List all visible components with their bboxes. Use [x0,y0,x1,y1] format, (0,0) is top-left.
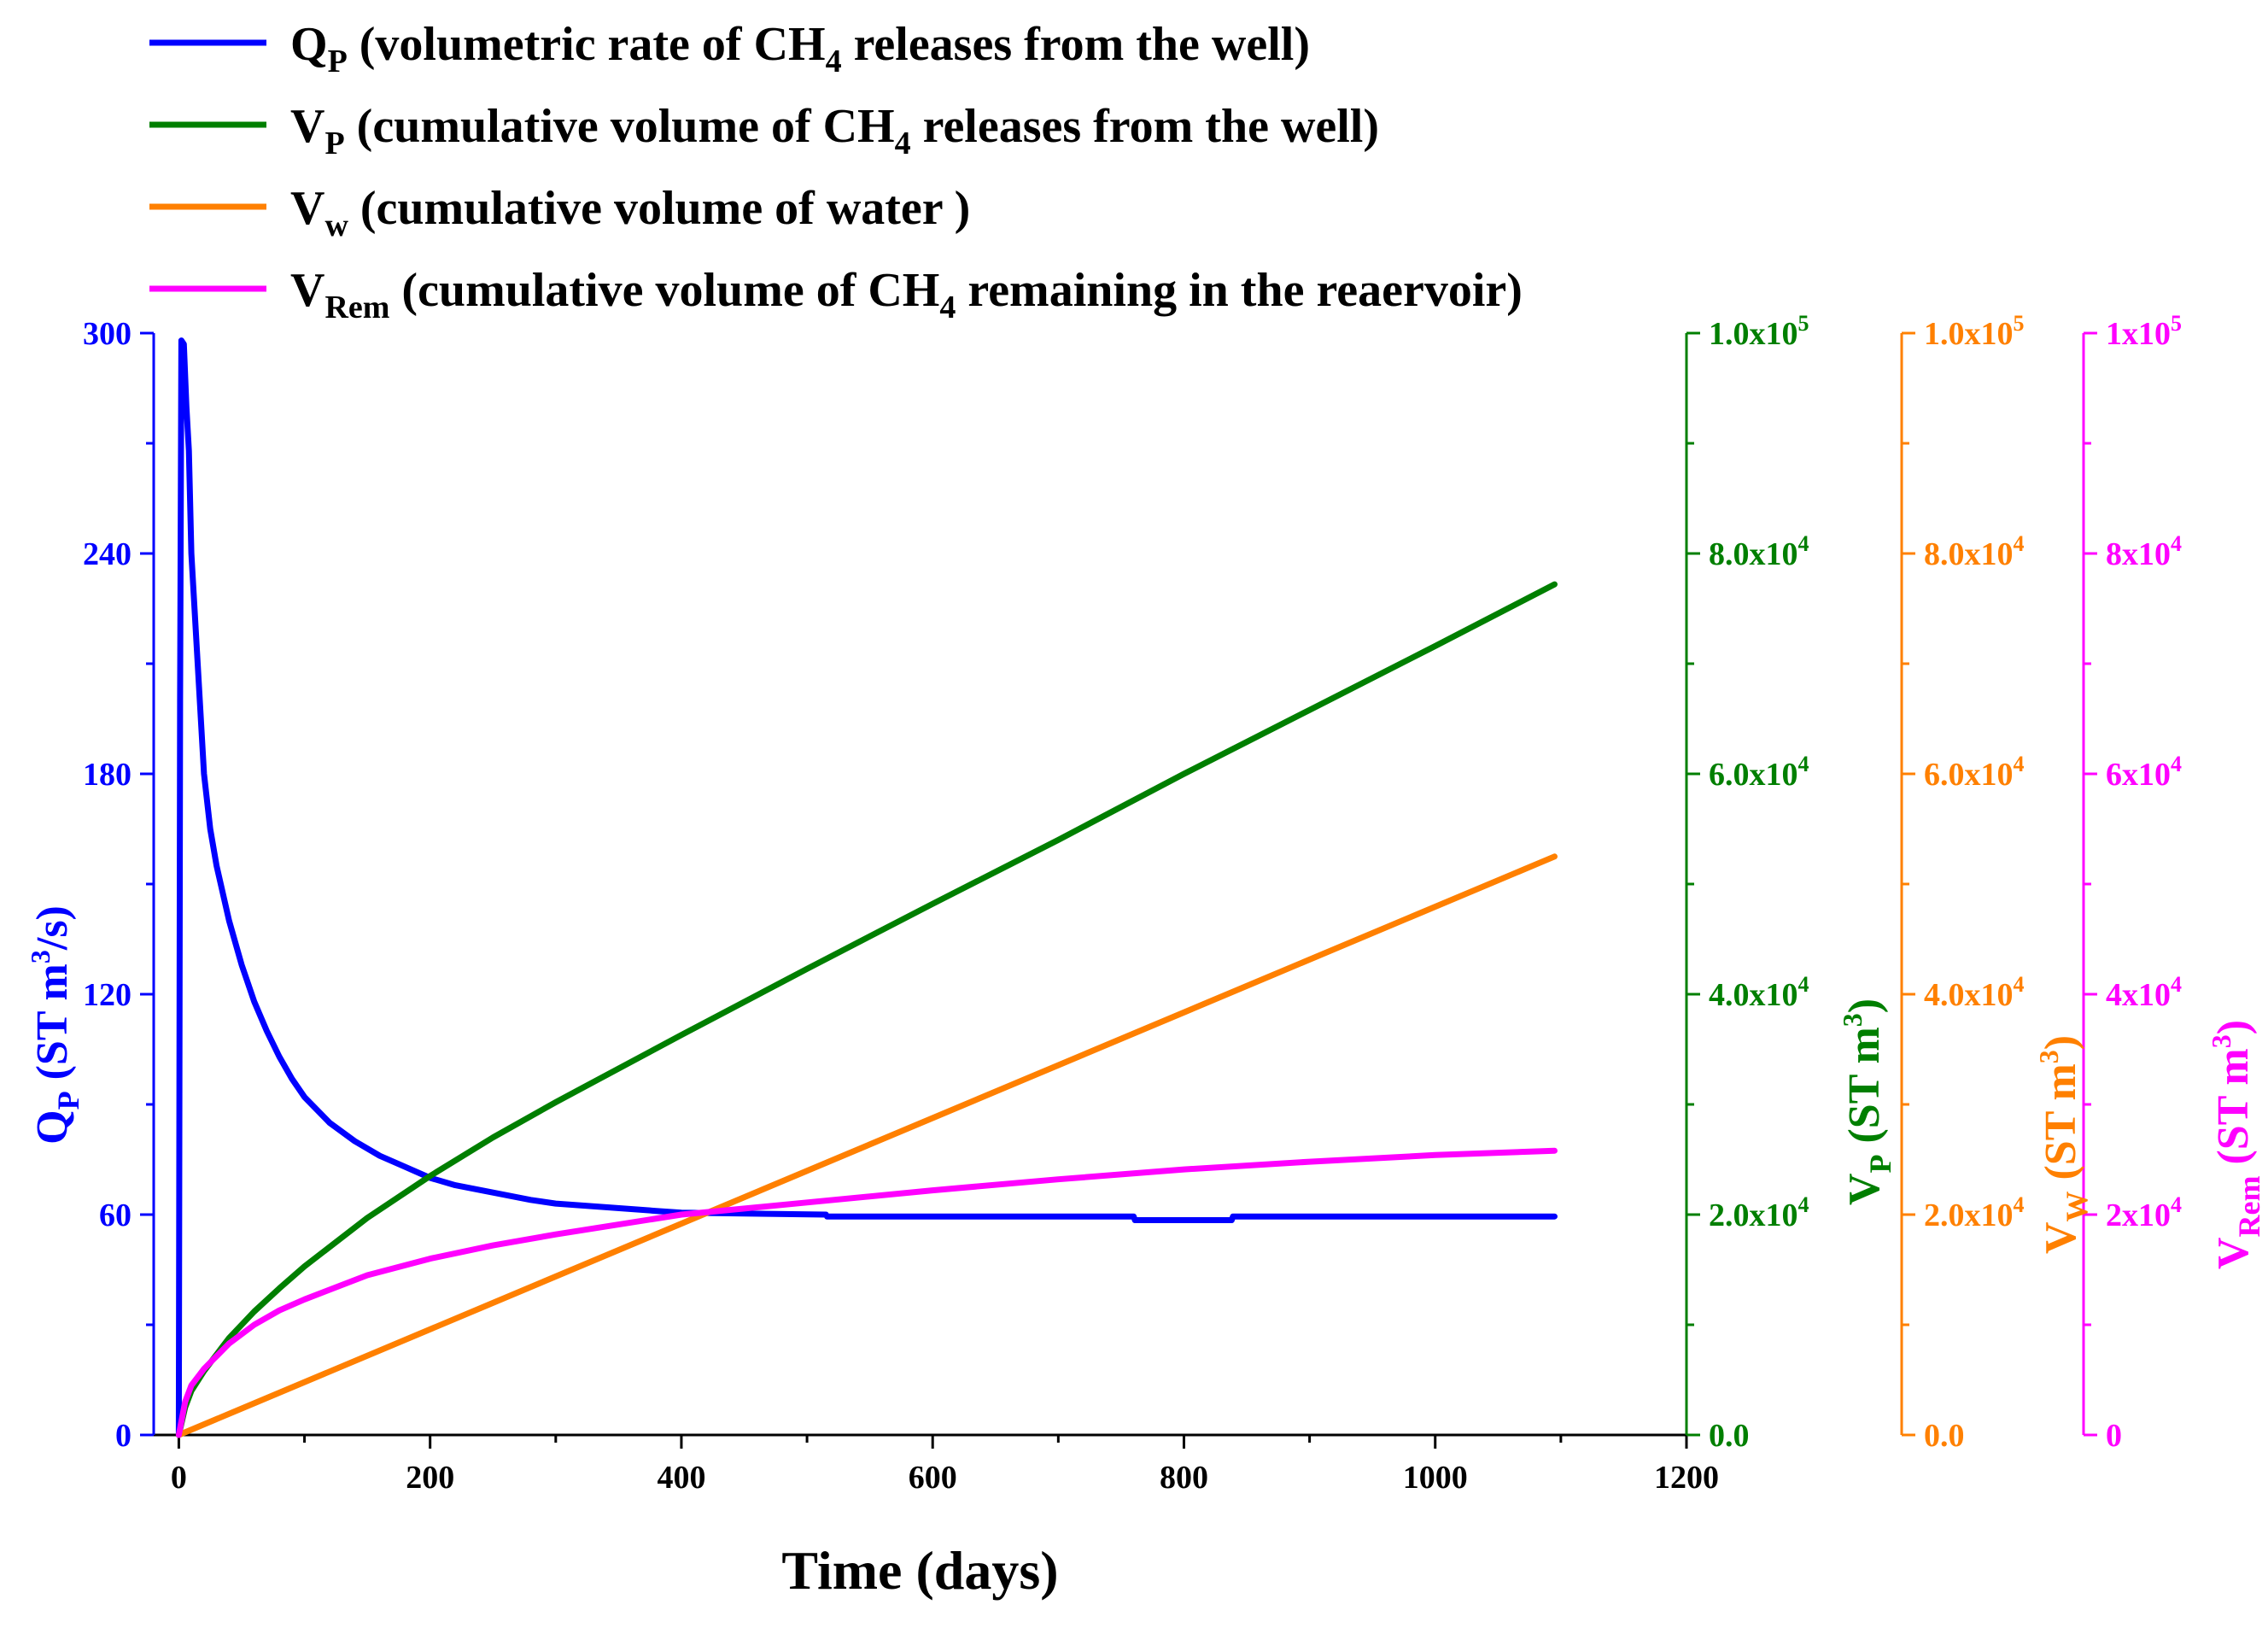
vrem-tick-label: 4x104 [2106,972,2182,1013]
x-tick-label: 800 [1160,1460,1208,1496]
legend-entry-v-rem: VRem (cumulative volume of CH4 remaining… [290,264,1523,325]
vrem-tick-label: 2x104 [2106,1192,2182,1233]
qp-tick-label: 240 [83,536,132,572]
series [175,337,1558,1438]
vrem-tick-label: 0 [2106,1418,2122,1454]
series-line-q-p [175,337,1558,1438]
vp-axis-title: VP (ST m3) [1837,998,1897,1205]
x-tick-label: 200 [406,1460,454,1496]
legend-entry-v-p: VP (cumulative volume of CH4 releases fr… [290,100,1379,161]
legend: QP (volumetric rate of CH4 releases from… [149,18,1523,325]
qp-tick-label: 60 [99,1198,132,1233]
vrem-axis-title: VRem (ST m3) [2206,1020,2266,1269]
axis-titles: Time (days) QP (ST m3/s) VP (ST m3) VW (ST … [25,905,2266,1601]
legend-entry-v-w: Vw (cumulative volume of water ) [290,182,970,243]
series-line-v-rem [175,1147,1558,1438]
vw-tick-label: 2.0x104 [1924,1192,2025,1233]
qp-tick-label: 0 [115,1418,132,1454]
series-line-v-w [175,853,1558,1438]
qp-tick-label: 180 [83,757,132,793]
x-tick-label: 1200 [1654,1460,1719,1496]
vrem-tick-label: 8x104 [2106,531,2182,572]
qp-tick-label: 120 [83,977,132,1013]
x-axis-title: Time (days) [781,1540,1058,1601]
x-tick-label: 600 [909,1460,957,1496]
vw-tick-label: 8.0x104 [1924,531,2025,572]
x-tick-label: 0 [171,1460,187,1496]
qp-tick-label: 300 [83,316,132,352]
vrem-tick-label: 1x105 [2106,311,2182,352]
vp-tick-label: 0.0 [1709,1418,1750,1454]
vp-tick-label: 2.0x104 [1709,1192,1809,1233]
vp-tick-label: 8.0x104 [1709,531,1809,572]
vp-tick-label: 1.0x105 [1709,311,1809,352]
vrem-tick-label: 6x104 [2106,752,2182,793]
vp-tick-label: 6.0x104 [1709,752,1809,793]
vw-tick-label: 0.0 [1924,1418,1965,1454]
vw-tick-label: 4.0x104 [1924,972,2025,1013]
x-tick-label: 400 [657,1460,705,1496]
x-tick-label: 1000 [1403,1460,1468,1496]
vw-axis-title: VW (ST m3) [2033,1035,2094,1254]
vw-tick-label: 6.0x104 [1924,752,2025,793]
vp-tick-label: 4.0x104 [1709,972,1809,1013]
legend-entry-q-p: QP (volumetric rate of CH4 releases from… [290,18,1310,79]
qp-axis-title: QP (ST m3/s) [25,905,85,1145]
series-line-v-p [175,581,1558,1438]
vw-tick-label: 1.0x105 [1924,311,2025,352]
axes: 0 200 400 600 800 1000 1200 0 60 120 180 240 300 0.0 2… [83,311,2182,1496]
